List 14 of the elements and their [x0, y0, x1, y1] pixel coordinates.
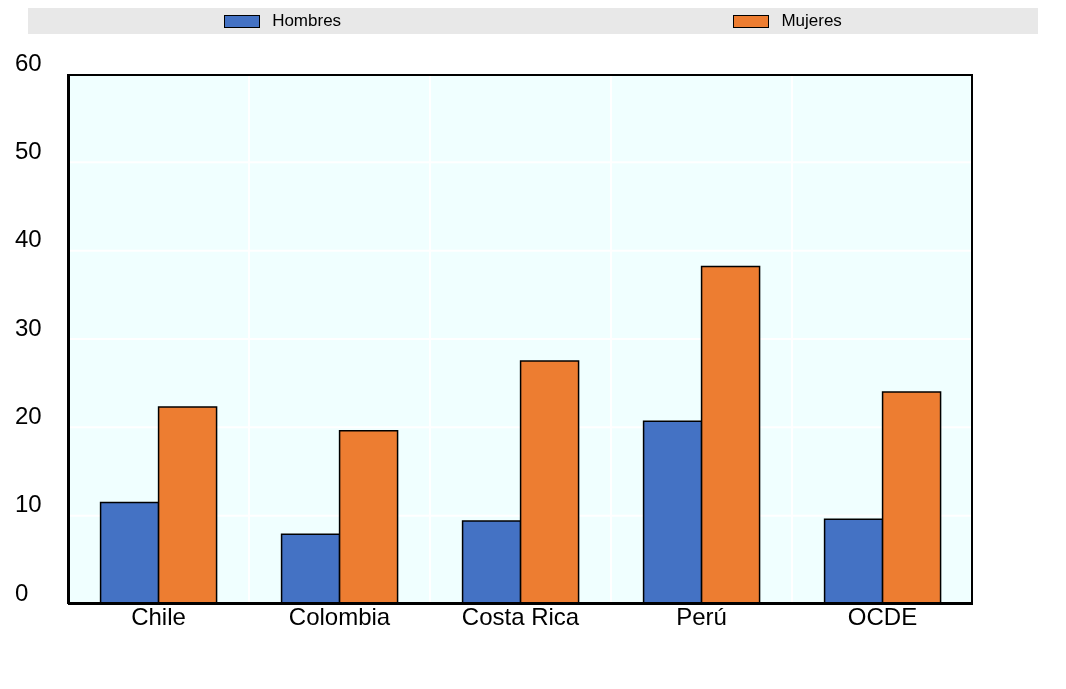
y-tick-label: 20	[15, 401, 42, 429]
y-tick-label: 10	[15, 490, 42, 518]
x-tick-label: Costa Rica	[461, 603, 580, 631]
x-tick-label: OCDE	[847, 603, 918, 631]
y-tick-label: 40	[15, 225, 42, 253]
y-tick-label: 60	[15, 48, 42, 76]
y-tick-label: 50	[15, 136, 42, 164]
legend-label: Hombres	[271, 11, 342, 31]
x-tick-label: Colombia	[288, 603, 391, 631]
y-tick-label: 30	[15, 313, 42, 341]
x-tick-label: Chile	[131, 603, 186, 631]
x-tick-label: Perú	[676, 603, 727, 631]
legend-label: Mujeres	[780, 11, 842, 31]
y-tick-label: 0	[15, 578, 29, 606]
